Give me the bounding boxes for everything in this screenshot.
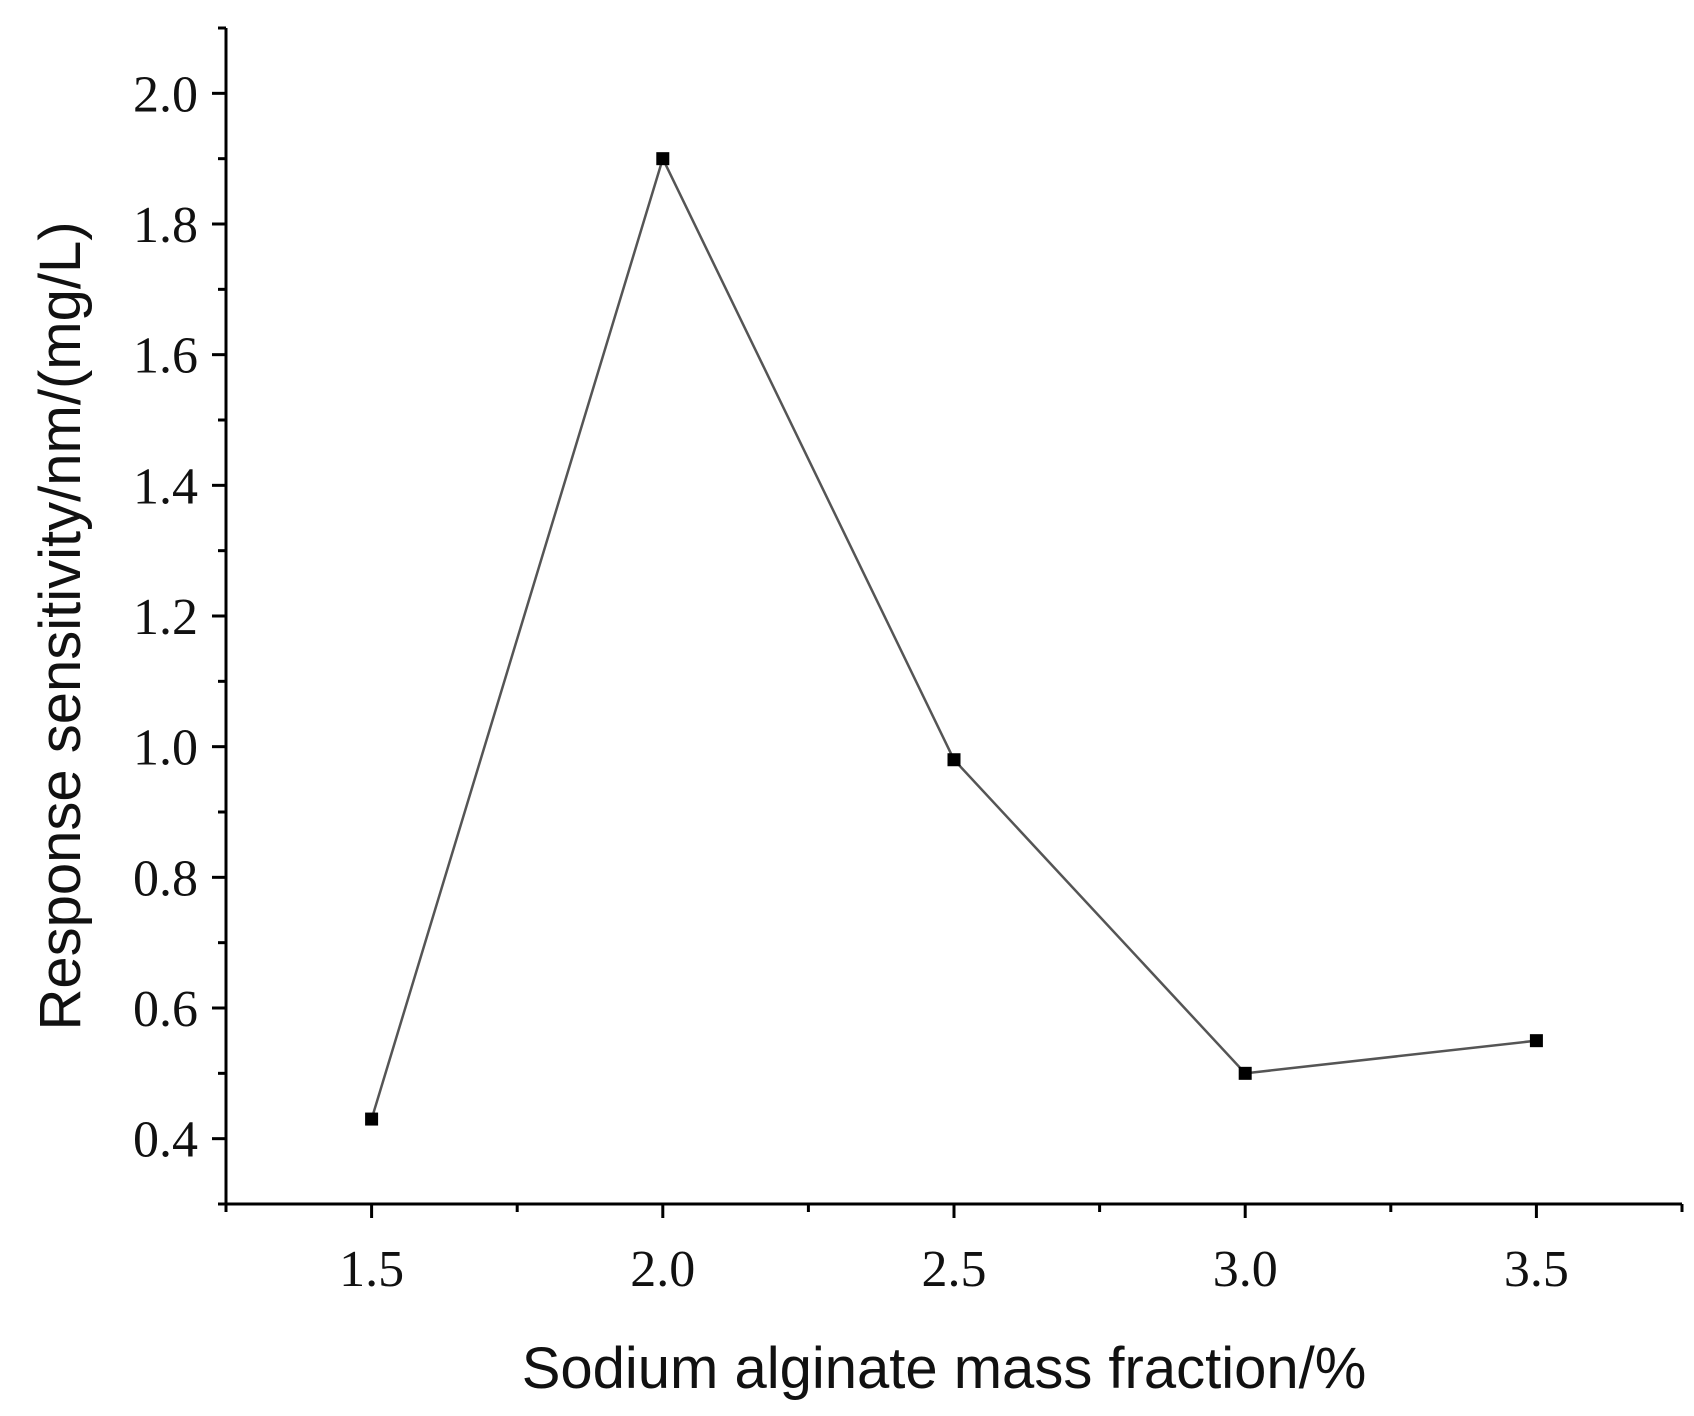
y-tick-label: 2.0	[133, 66, 198, 123]
axes	[224, 28, 1682, 1206]
y-tick-label: 1.0	[133, 720, 198, 777]
x-tick-label: 3.0	[1213, 1241, 1278, 1298]
x-tick-label: 2.5	[922, 1241, 987, 1298]
y-axis-title: Response sensitivity/nm/(mg/L)	[28, 221, 93, 1030]
y-tick-label: 0.4	[133, 1112, 198, 1169]
x-tick-label: 1.5	[339, 1241, 404, 1298]
y-tick-label: 0.8	[133, 850, 198, 907]
data-point	[656, 152, 670, 166]
data-point	[947, 753, 961, 767]
plot-series	[365, 152, 1543, 1126]
x-tick-label: 3.5	[1504, 1241, 1569, 1298]
y-tick-label: 1.2	[133, 589, 198, 646]
y-tick-label: 1.4	[133, 458, 198, 515]
y-tick-label: 1.6	[133, 328, 198, 385]
data-point	[1238, 1066, 1252, 1080]
x-axis-title: Sodium alginate mass fraction/%	[522, 1336, 1367, 1401]
data-point	[1529, 1034, 1543, 1048]
data-point	[365, 1112, 379, 1126]
x-tick-label: 2.0	[630, 1241, 695, 1298]
y-ticks: 0.4 0.6 0.8 1.0 1.2 1.4 1.6 1.8 2.0	[133, 26, 226, 1206]
y-tick-label: 1.8	[133, 197, 198, 254]
y-tick-label: 0.6	[133, 981, 198, 1038]
x-ticks: 1.5 2.0 2.5 3.0 3.5	[224, 1204, 1684, 1298]
series-line	[370, 155, 1537, 1120]
